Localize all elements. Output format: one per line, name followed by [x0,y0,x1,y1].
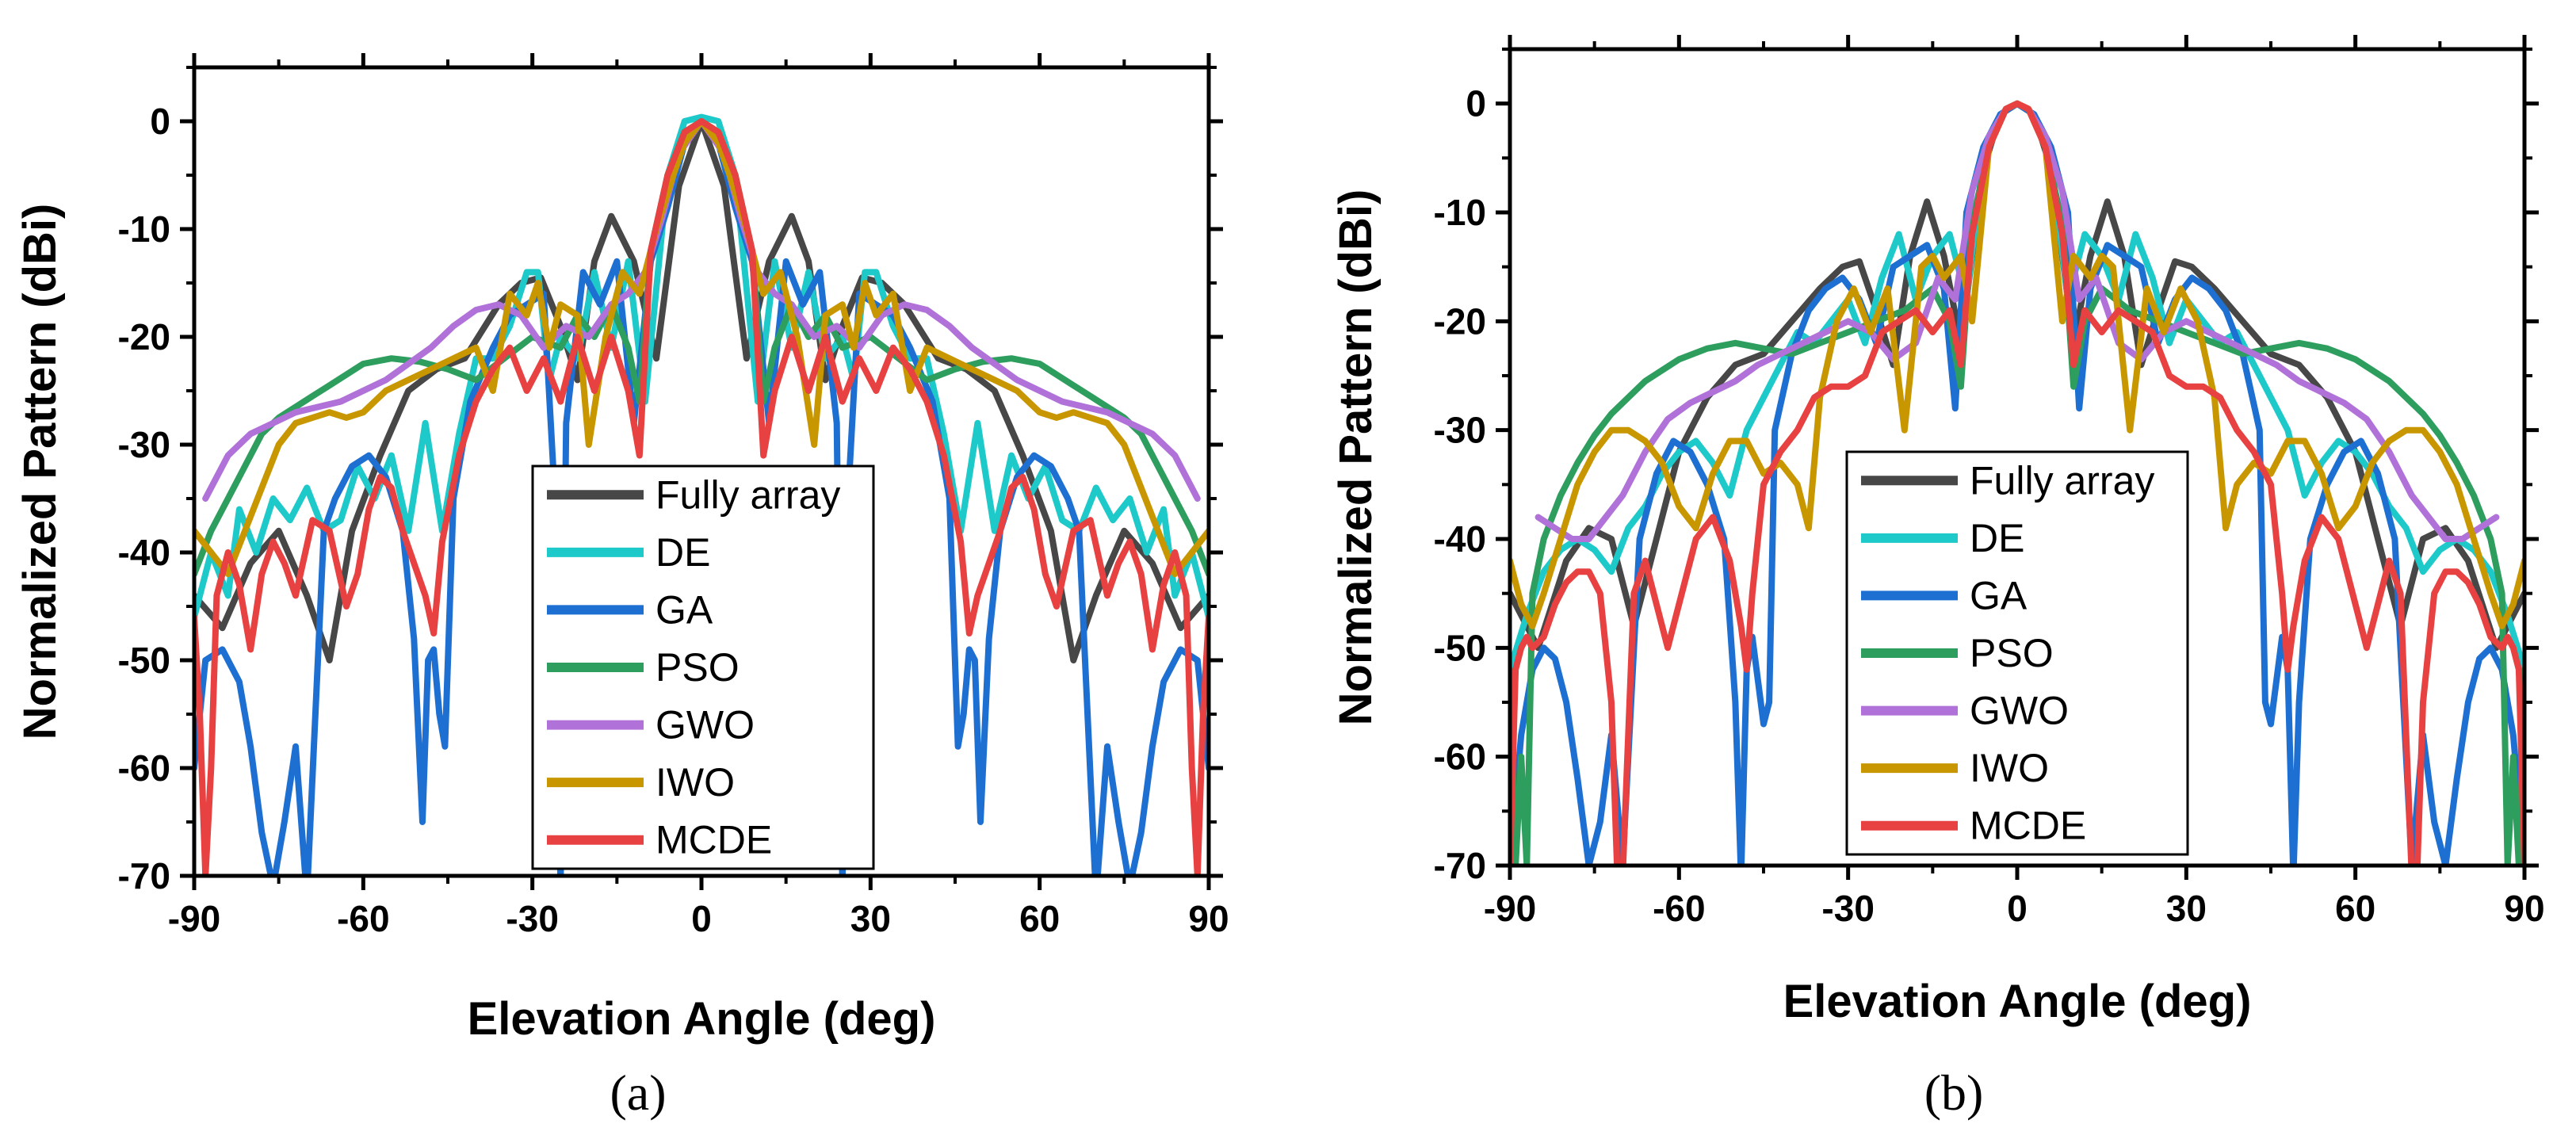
plot-area [194,113,1209,876]
y-tick-label: -10 [118,208,170,250]
legend-label: MCDE [655,818,772,862]
y-axis-title: Normalized Pattern (dBi) [14,204,66,740]
x-tick-label: -30 [506,898,558,939]
legend-label: GWO [655,703,755,747]
legend-label: DE [1970,516,2024,560]
x-tick-label: 60 [1019,898,1060,939]
x-tick-label: -60 [1653,888,1705,929]
legend-label: DE [655,530,710,575]
legend-label: MCDE [1970,804,2086,848]
x-tick-label: 60 [2335,888,2375,929]
legend-label: GA [655,587,713,632]
y-tick-label: -70 [1434,845,1486,886]
y-tick-label: -70 [118,855,170,896]
x-tick-label: 0 [2007,888,2028,929]
legend-label: GWO [1970,689,2069,733]
x-tick-label: -60 [337,898,389,939]
legend: Fully array DE GA PSO GWO IWO MCDE [531,464,875,870]
series-line-mcde [1510,100,2524,866]
x-tick-label: 30 [850,898,891,939]
y-tick-label: -60 [118,747,170,789]
x-tick-label: -90 [1484,888,1536,929]
y-tick-label: -60 [1434,736,1486,778]
y-tick-label: -10 [1434,192,1486,233]
x-axis-title: Elevation Angle (deg) [1783,976,2252,1027]
x-tick-label: 90 [2504,888,2544,929]
legend-label: IWO [1970,746,2049,790]
legend-label: Fully array [1970,458,2154,503]
x-tick-label: 30 [2166,888,2207,929]
plot-area [1510,100,2524,866]
legend: Fully array DE GA PSO GWO IWO MCDE [1845,450,2189,856]
panel-label: (b) [1924,1064,1984,1121]
y-tick-label: -40 [118,532,170,573]
panel-a: -90 -60 -30 0 30 60 90 -70 -60 -50 -40 -30 -20 -10 0 El… [14,53,1229,1121]
y-tick-label: -30 [1434,410,1486,451]
y-tick-label: -50 [118,640,170,681]
y-tick-label: -20 [118,316,170,357]
series-line-gwo [202,118,1201,502]
y-axis-title: Normalized Pattern (dBi) [1330,189,1382,726]
legend-label: PSO [655,645,740,690]
legend-label: PSO [1970,631,2054,675]
y-tick-label: -30 [118,424,170,465]
y-tick-label: -50 [1434,627,1486,668]
legend-label: GA [1970,573,2028,617]
x-axis-title: Elevation Angle (deg) [468,993,936,1045]
x-tick-label: -90 [168,898,220,939]
panel-label: (a) [610,1064,666,1121]
legend-label: Fully array [655,472,840,517]
y-tick-label: 0 [1466,83,1486,124]
series-line-mcde [194,118,1209,876]
x-tick-label: 90 [1188,898,1229,939]
panel-b: -90 -60 -30 0 30 60 90 -70 -60 -50 -40 -30 -20 -10 0 El… [1330,35,2545,1121]
y-tick-label: 0 [150,101,170,142]
legend-label: IWO [655,760,735,805]
x-tick-label: -30 [1821,888,1874,929]
y-tick-label: -20 [1434,300,1486,342]
series-line-de [194,113,1209,621]
y-tick-label: -40 [1434,518,1486,560]
x-tick-label: 0 [691,898,712,939]
